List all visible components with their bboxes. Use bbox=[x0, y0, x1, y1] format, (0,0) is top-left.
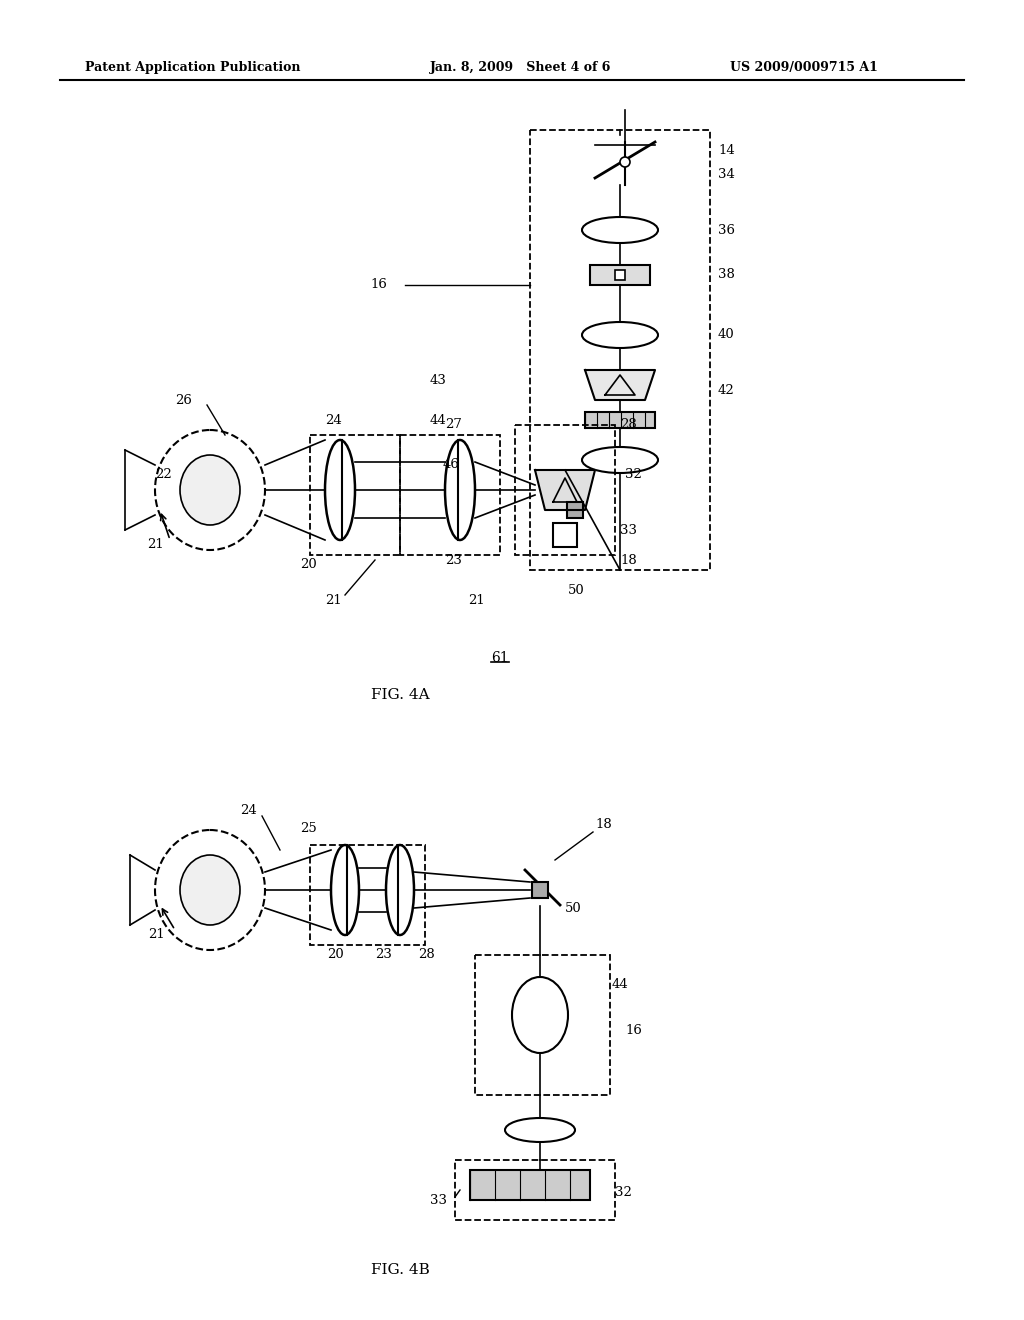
Ellipse shape bbox=[582, 447, 658, 473]
Text: 50: 50 bbox=[565, 902, 582, 915]
Text: 14: 14 bbox=[718, 144, 735, 157]
Text: 28: 28 bbox=[418, 949, 435, 961]
Text: 16: 16 bbox=[625, 1023, 642, 1036]
Text: 44: 44 bbox=[430, 413, 446, 426]
Text: 42: 42 bbox=[718, 384, 735, 396]
Text: 23: 23 bbox=[445, 553, 462, 566]
Bar bbox=[470, 1170, 590, 1200]
Text: 44: 44 bbox=[612, 978, 629, 991]
Ellipse shape bbox=[325, 440, 355, 540]
Text: 16: 16 bbox=[370, 279, 387, 292]
Ellipse shape bbox=[386, 845, 414, 935]
Text: 21: 21 bbox=[148, 928, 165, 941]
Text: 28: 28 bbox=[620, 418, 637, 432]
Text: 23: 23 bbox=[375, 949, 392, 961]
Text: 33: 33 bbox=[620, 524, 637, 536]
Text: 34: 34 bbox=[718, 169, 735, 181]
Ellipse shape bbox=[582, 322, 658, 348]
Bar bbox=[585, 412, 655, 428]
Ellipse shape bbox=[445, 440, 475, 540]
Text: FIG. 4B: FIG. 4B bbox=[371, 1263, 429, 1276]
Text: 24: 24 bbox=[240, 804, 257, 817]
Text: 24: 24 bbox=[325, 413, 342, 426]
Text: 20: 20 bbox=[300, 558, 316, 572]
Text: 40: 40 bbox=[718, 329, 735, 342]
Text: 33: 33 bbox=[430, 1193, 447, 1206]
Bar bbox=[567, 502, 583, 517]
Text: 25: 25 bbox=[300, 821, 316, 834]
Text: 20: 20 bbox=[327, 949, 344, 961]
Text: 38: 38 bbox=[718, 268, 735, 281]
Bar bbox=[400, 436, 500, 554]
Ellipse shape bbox=[505, 1118, 575, 1142]
Text: 18: 18 bbox=[620, 553, 637, 566]
Text: 32: 32 bbox=[625, 469, 642, 482]
Text: 36: 36 bbox=[718, 223, 735, 236]
Bar bbox=[310, 845, 425, 945]
Text: 18: 18 bbox=[595, 818, 611, 832]
Bar bbox=[532, 882, 548, 898]
Text: 27: 27 bbox=[445, 418, 462, 432]
Text: 21: 21 bbox=[325, 594, 342, 606]
Text: 22: 22 bbox=[155, 469, 172, 482]
Ellipse shape bbox=[582, 216, 658, 243]
Text: Patent Application Publication: Patent Application Publication bbox=[85, 62, 300, 74]
Bar bbox=[310, 436, 400, 554]
Text: 21: 21 bbox=[468, 594, 484, 606]
Ellipse shape bbox=[512, 977, 568, 1053]
Polygon shape bbox=[585, 370, 655, 400]
Ellipse shape bbox=[180, 855, 240, 925]
Bar bbox=[530, 129, 710, 570]
Ellipse shape bbox=[180, 455, 240, 525]
Text: 21: 21 bbox=[147, 539, 164, 552]
Bar bbox=[475, 954, 610, 1096]
Text: US 2009/0009715 A1: US 2009/0009715 A1 bbox=[730, 62, 878, 74]
Text: 46: 46 bbox=[443, 458, 460, 471]
Bar bbox=[590, 265, 650, 285]
Circle shape bbox=[620, 157, 630, 168]
Bar bbox=[615, 271, 625, 280]
Text: 50: 50 bbox=[568, 583, 585, 597]
Text: Jan. 8, 2009   Sheet 4 of 6: Jan. 8, 2009 Sheet 4 of 6 bbox=[430, 62, 611, 74]
Text: 43: 43 bbox=[430, 374, 446, 387]
Text: FIG. 4A: FIG. 4A bbox=[371, 688, 429, 702]
Bar bbox=[455, 1160, 615, 1220]
Bar bbox=[553, 523, 577, 546]
Polygon shape bbox=[535, 470, 595, 510]
Bar bbox=[515, 425, 615, 554]
Text: 61: 61 bbox=[492, 651, 509, 665]
Text: 26: 26 bbox=[175, 393, 191, 407]
Text: 32: 32 bbox=[615, 1185, 632, 1199]
Ellipse shape bbox=[331, 845, 359, 935]
